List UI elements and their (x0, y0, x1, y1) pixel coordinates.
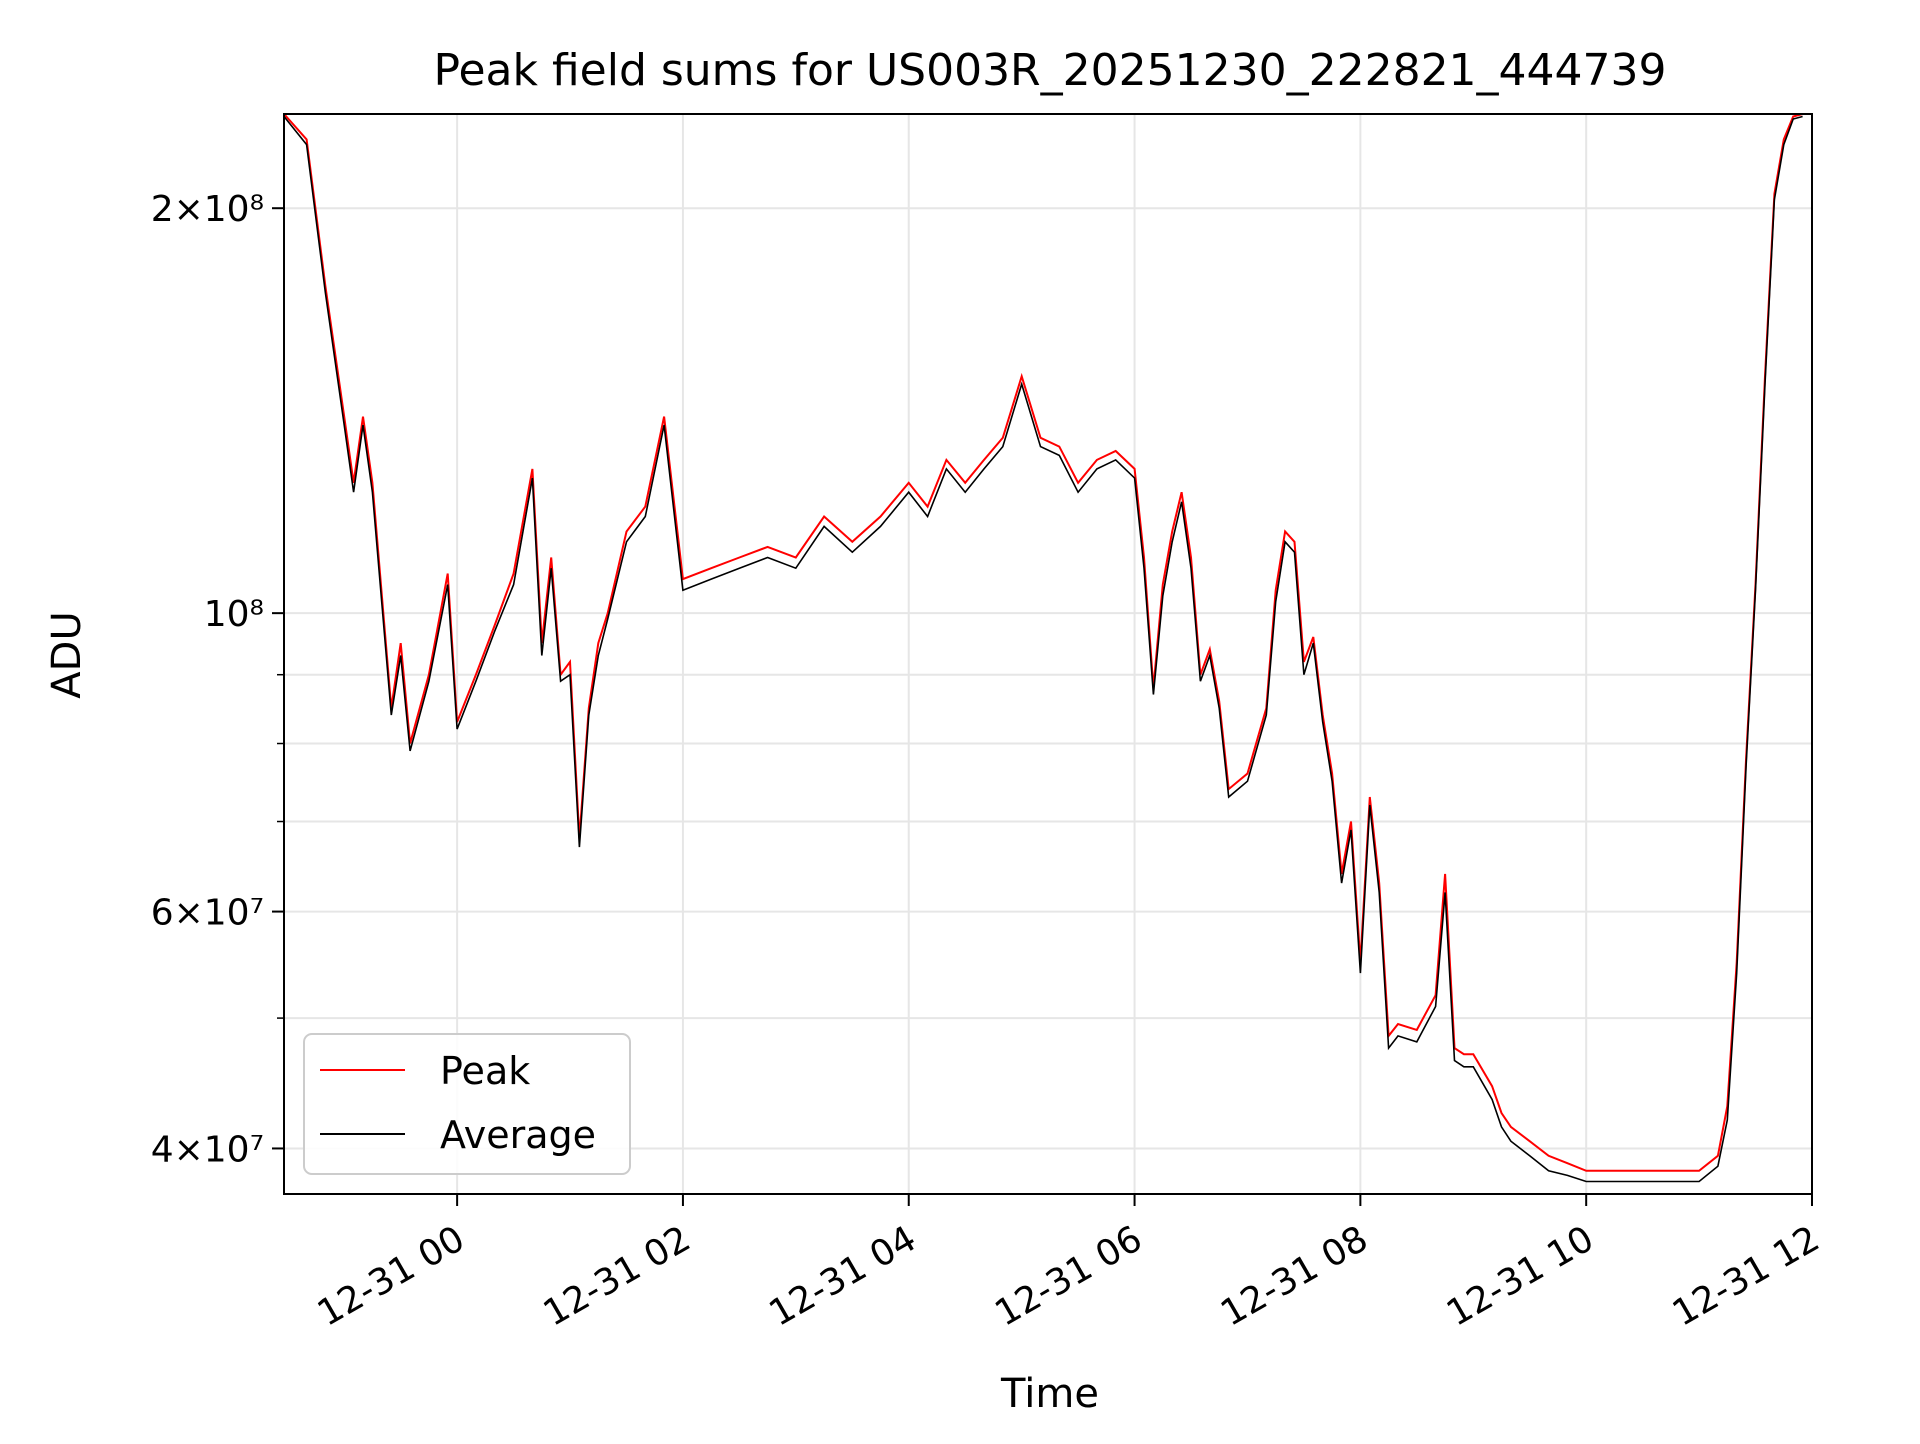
plot-frame (283, 113, 1813, 1195)
series-line-average (284, 115, 1803, 1183)
legend-label-peak: Peak (440, 1049, 530, 1093)
legend: Peak Average (303, 1033, 631, 1175)
chart-title: Peak field sums for US003R_20251230_2228… (433, 45, 1666, 96)
grid-lines (284, 114, 1813, 1194)
legend-label-average: Average (440, 1113, 596, 1157)
y-tick-label: 10⁸ (204, 594, 264, 635)
y-tick-label: 2×10⁸ (151, 189, 264, 230)
x-axis-label: Time (1000, 1371, 1099, 1417)
y-axis-label: ADU (44, 611, 90, 698)
y-axis: 4×10⁷ 6×10⁷ 10⁸ 2×10⁸ (151, 189, 284, 1170)
series-layer (284, 114, 1803, 1183)
y-tick-label: 4×10⁷ (151, 1129, 264, 1170)
y-tick-label: 6×10⁷ (151, 893, 264, 934)
